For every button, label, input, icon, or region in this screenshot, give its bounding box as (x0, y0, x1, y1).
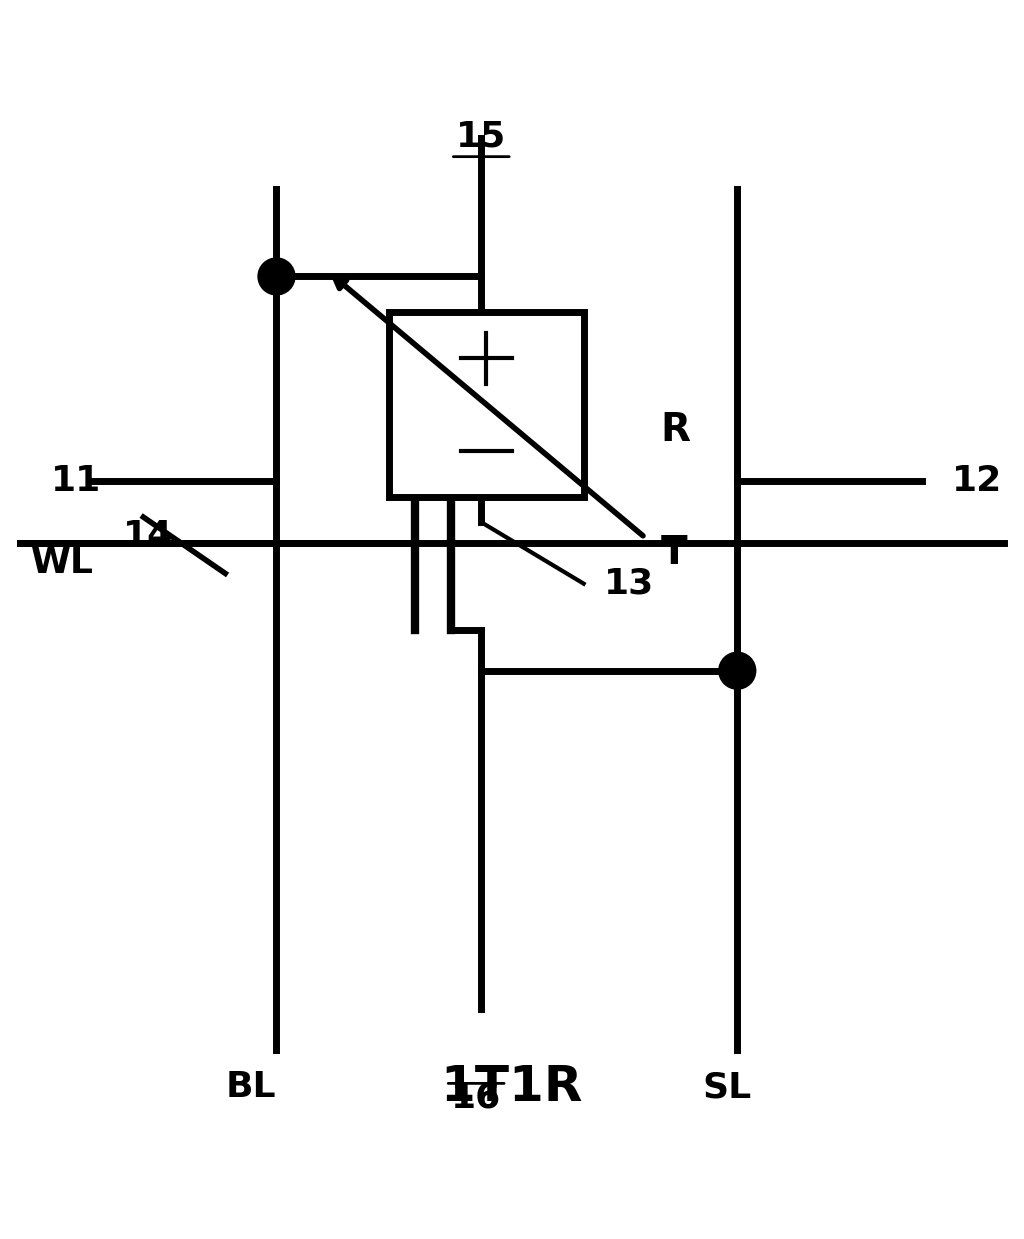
Text: R: R (660, 411, 690, 449)
Text: 1T1R: 1T1R (440, 1063, 584, 1111)
Text: 16: 16 (451, 1080, 502, 1114)
Text: 12: 12 (952, 465, 1002, 498)
Text: WL: WL (31, 545, 93, 580)
Text: 14: 14 (123, 519, 173, 553)
Text: 13: 13 (604, 566, 654, 601)
Text: BL: BL (225, 1070, 276, 1104)
Circle shape (258, 258, 295, 295)
Circle shape (719, 652, 756, 689)
Text: 11: 11 (51, 465, 101, 498)
FancyBboxPatch shape (389, 312, 584, 497)
Text: T: T (660, 534, 687, 572)
Text: SL: SL (702, 1070, 752, 1104)
Text: 15: 15 (456, 120, 507, 154)
